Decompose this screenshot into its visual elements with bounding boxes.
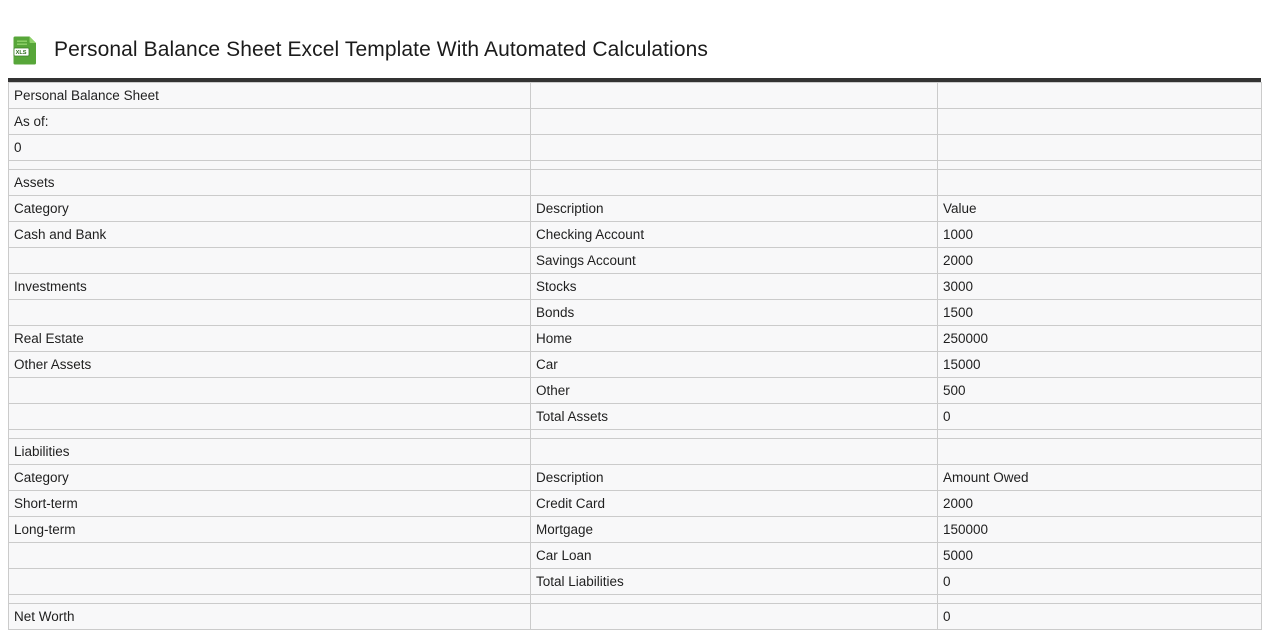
table-cell: Bonds	[530, 299, 938, 326]
table-cell: 1500	[937, 299, 1262, 326]
table-cell: 250000	[937, 325, 1262, 352]
table-cell: 500	[937, 377, 1262, 404]
table-cell	[8, 594, 531, 604]
table-cell: 1000	[937, 221, 1262, 248]
table-cell: Home	[530, 325, 938, 352]
table-cell: Other	[530, 377, 938, 404]
table-cell	[530, 594, 938, 604]
table-cell	[937, 594, 1262, 604]
table-cell	[530, 438, 938, 465]
table-cell: Other Assets	[8, 351, 531, 378]
table-cell	[530, 160, 938, 170]
spacer-row	[8, 429, 1262, 439]
balance-sheet-table: Personal Balance Sheet As of: 0 Assets Categ…	[8, 82, 1262, 630]
table-row: Assets	[8, 169, 1262, 196]
table-row: Other Assets Car 15000	[8, 351, 1262, 378]
table-row: Total Liabilities 0	[8, 568, 1262, 595]
table-row: Long-term Mortgage 150000	[8, 516, 1262, 543]
table-cell: 15000	[937, 351, 1262, 378]
table-cell	[530, 603, 938, 630]
table-cell	[8, 299, 531, 326]
table-row: Short-term Credit Card 2000	[8, 490, 1262, 517]
table-cell	[8, 542, 531, 569]
table-row: Category Description Value	[8, 195, 1262, 222]
table-row: Total Assets 0	[8, 403, 1262, 430]
table-row: Other 500	[8, 377, 1262, 404]
table-row: Net Worth 0	[8, 603, 1262, 630]
table-cell	[8, 377, 531, 404]
table-row: Real Estate Home 250000	[8, 325, 1262, 352]
table-cell	[937, 429, 1262, 439]
table-cell	[8, 160, 531, 170]
table-cell: Amount Owed	[937, 464, 1262, 491]
table-row: As of:	[8, 108, 1262, 135]
table-cell: Net Worth	[8, 603, 531, 630]
table-row: Cash and Bank Checking Account 1000	[8, 221, 1262, 248]
table-row: Liabilities	[8, 438, 1262, 465]
table-cell: Cash and Bank	[8, 221, 531, 248]
table-cell: Checking Account	[530, 221, 938, 248]
table-cell	[530, 169, 938, 196]
table-cell	[530, 82, 938, 109]
table-cell: 2000	[937, 490, 1262, 517]
table-row: Investments Stocks 3000	[8, 273, 1262, 300]
table-cell	[8, 403, 531, 430]
table-cell: Savings Account	[530, 247, 938, 274]
table-cell	[937, 82, 1262, 109]
table-cell: 5000	[937, 542, 1262, 569]
table-cell: Category	[8, 464, 531, 491]
table-cell	[530, 429, 938, 439]
table-cell: Assets	[8, 169, 531, 196]
table-cell	[937, 160, 1262, 170]
table-cell: Category	[8, 195, 531, 222]
table-row: 0	[8, 134, 1262, 161]
xls-file-icon: XLS	[12, 36, 37, 65]
xls-icon-label: XLS	[16, 50, 27, 56]
table-cell: Short-term	[8, 490, 531, 517]
table-cell: 150000	[937, 516, 1262, 543]
table-cell: 0	[937, 603, 1262, 630]
table-cell: Credit Card	[530, 490, 938, 517]
table-cell: 0	[937, 403, 1262, 430]
table-cell	[937, 108, 1262, 135]
table-cell: Mortgage	[530, 516, 938, 543]
table-cell: Total Assets	[530, 403, 938, 430]
table-cell: Value	[937, 195, 1262, 222]
page-title: Personal Balance Sheet Excel Template Wi…	[54, 38, 708, 61]
table-cell	[8, 568, 531, 595]
table-cell: 3000	[937, 273, 1262, 300]
table-cell	[937, 134, 1262, 161]
table-cell: 2000	[937, 247, 1262, 274]
table-cell: Personal Balance Sheet	[8, 82, 531, 109]
table-cell	[8, 247, 531, 274]
table-cell: Stocks	[530, 273, 938, 300]
table-cell: Description	[530, 195, 938, 222]
table-cell	[937, 169, 1262, 196]
header-divider	[8, 78, 1261, 82]
table-cell: Real Estate	[8, 325, 531, 352]
table-cell: Long-term	[8, 516, 531, 543]
table-cell	[937, 438, 1262, 465]
table-cell	[530, 108, 938, 135]
table-cell: Description	[530, 464, 938, 491]
header: XLS Personal Balance Sheet Excel Templat…	[0, 0, 1262, 70]
table-row: Personal Balance Sheet	[8, 82, 1262, 109]
table-cell: 0	[937, 568, 1262, 595]
table-cell: Liabilities	[8, 438, 531, 465]
table-row: Bonds 1500	[8, 299, 1262, 326]
table-row: Savings Account 2000	[8, 247, 1262, 274]
table-cell	[8, 429, 531, 439]
table-cell: Car Loan	[530, 542, 938, 569]
spacer-row	[8, 160, 1262, 170]
spacer-row	[8, 594, 1262, 604]
table-cell: Car	[530, 351, 938, 378]
table-row: Car Loan 5000	[8, 542, 1262, 569]
table-cell: As of:	[8, 108, 531, 135]
table-cell: 0	[8, 134, 531, 161]
table-cell: Investments	[8, 273, 531, 300]
table-cell: Total Liabilities	[530, 568, 938, 595]
table-cell	[530, 134, 938, 161]
table-row: Category Description Amount Owed	[8, 464, 1262, 491]
